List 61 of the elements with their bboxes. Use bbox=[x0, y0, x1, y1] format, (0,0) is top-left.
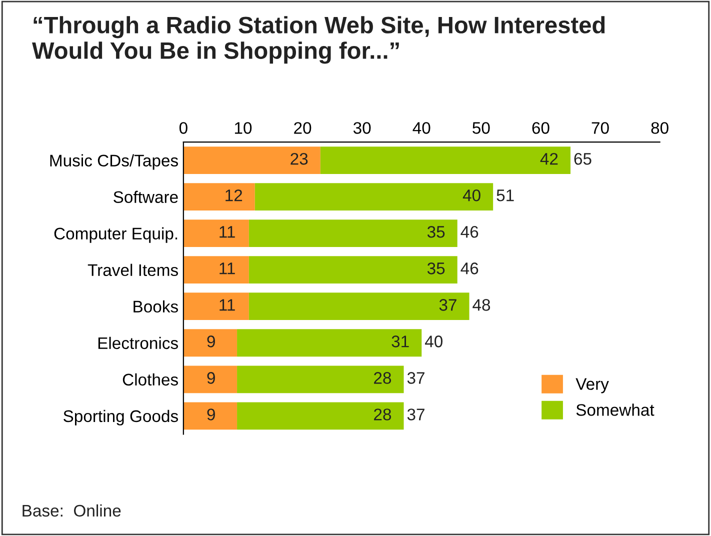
x-tick-label: 30 bbox=[353, 122, 371, 134]
data-label: 9 bbox=[207, 336, 215, 348]
y-tick-label: Music CDs/Tapes bbox=[50, 154, 178, 170]
bar bbox=[183, 256, 249, 284]
data-label: 9 bbox=[207, 408, 215, 420]
bar bbox=[248, 256, 458, 284]
x-tick-label: 20 bbox=[294, 122, 312, 134]
x-tick-label: 80 bbox=[651, 122, 668, 134]
data-label: 40 bbox=[462, 189, 480, 202]
legend-label: Somewhat bbox=[576, 404, 654, 416]
total-label: 46 bbox=[460, 262, 478, 274]
data-label: 11 bbox=[220, 262, 235, 274]
x-tick-label: 70 bbox=[592, 122, 609, 134]
y-tick-label: Clothes bbox=[122, 373, 178, 386]
total-label: 40 bbox=[424, 336, 442, 348]
x-tick-label: 0 bbox=[179, 122, 188, 134]
bar bbox=[183, 183, 255, 211]
data-label: 28 bbox=[374, 372, 392, 384]
bar bbox=[183, 146, 320, 174]
y-tick-label: Books bbox=[134, 300, 178, 313]
x-tick-label: 40 bbox=[412, 122, 430, 134]
x-tick-label: 60 bbox=[532, 122, 550, 134]
data-label: 11 bbox=[220, 226, 235, 238]
data-label: 35 bbox=[427, 262, 445, 274]
total-label: 51 bbox=[496, 190, 514, 202]
bar bbox=[183, 329, 238, 357]
bar bbox=[237, 329, 422, 357]
bar bbox=[320, 146, 570, 174]
data-label: 23 bbox=[290, 152, 308, 165]
bar bbox=[248, 292, 470, 320]
y-tick-label: Computer Equip. bbox=[54, 227, 178, 243]
legend-label: Very bbox=[576, 378, 609, 394]
bar bbox=[254, 183, 494, 211]
x-tick-label: 50 bbox=[472, 122, 490, 134]
bar bbox=[183, 220, 249, 248]
y-tick-label: Electronics bbox=[98, 336, 178, 350]
data-label: 28 bbox=[374, 408, 392, 420]
chart-title: “Through a Radio Station Web Site, How Interested Would You Be in Shopping for...” bbox=[32, 16, 605, 64]
y-tick-label: Travel Items bbox=[88, 264, 178, 276]
x-tick-label: 10 bbox=[234, 122, 252, 134]
bar bbox=[183, 402, 238, 430]
total-label: 65 bbox=[574, 152, 592, 165]
y-tick-label: Software bbox=[114, 190, 178, 204]
total-label: 37 bbox=[407, 408, 424, 420]
total-label: 46 bbox=[460, 226, 478, 238]
data-label: 42 bbox=[540, 152, 558, 165]
data-label: 31 bbox=[392, 336, 409, 348]
bar bbox=[248, 220, 458, 248]
bar bbox=[237, 366, 404, 394]
data-label: 12 bbox=[226, 189, 242, 202]
text: Base: Online bbox=[22, 504, 121, 517]
total-label: 37 bbox=[407, 372, 424, 384]
bar bbox=[237, 402, 404, 430]
bar bbox=[183, 292, 249, 320]
data-label: 35 bbox=[427, 226, 445, 238]
data-label: 11 bbox=[220, 299, 235, 311]
bar bbox=[183, 366, 238, 394]
data-label: 37 bbox=[439, 299, 456, 311]
y-tick-label: Sporting Goods bbox=[64, 410, 178, 426]
total-label: 48 bbox=[472, 299, 490, 311]
data-label: 9 bbox=[207, 372, 215, 384]
